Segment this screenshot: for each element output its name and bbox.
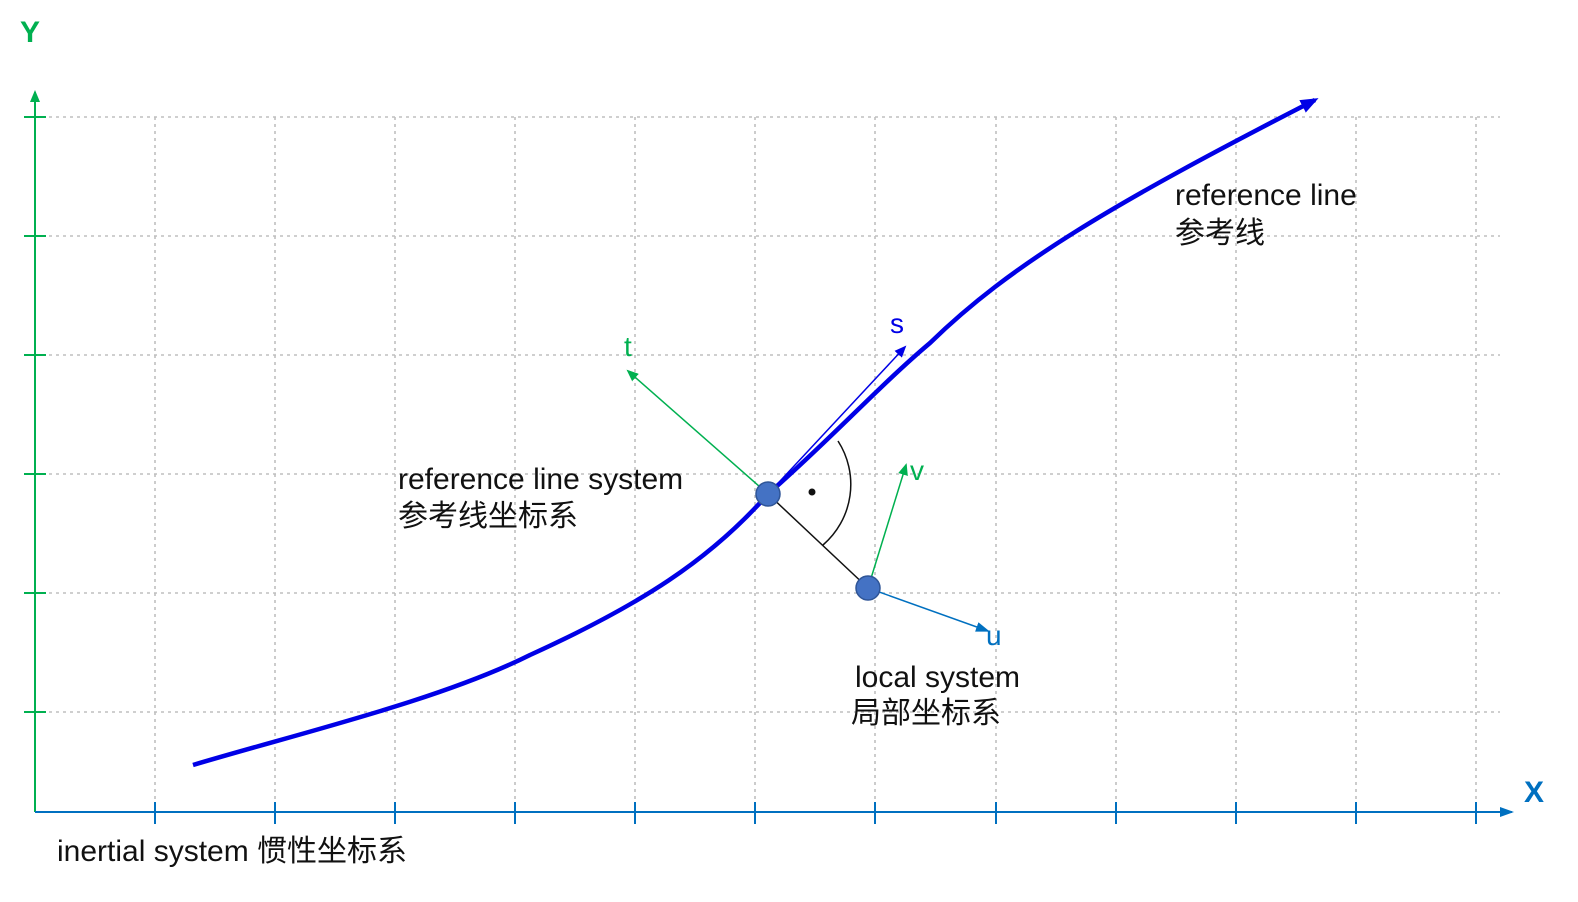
s-label: s: [890, 308, 904, 339]
reference-line-system-label-zh: 参考线坐标系: [398, 500, 578, 533]
reference-line-system-label-en: reference line system: [398, 463, 684, 496]
local-system-label-zh: 局部坐标系: [851, 697, 1001, 730]
reference-line-curve: [192, 97, 1319, 768]
v-axis-arrow: [867, 463, 908, 589]
right-angle-arc: [822, 440, 852, 546]
grid: [35, 116, 1500, 812]
right-angle-dot: [808, 488, 816, 496]
x-axis: [35, 802, 1514, 824]
s-axis-arrow: [767, 345, 907, 495]
reference-line-label-en: reference line: [1175, 179, 1357, 212]
x-axis-label: X: [1524, 776, 1544, 809]
local-point: [855, 575, 881, 601]
projection-line: [767, 493, 869, 589]
inertial-system-label: inertial system 惯性坐标系: [57, 835, 408, 868]
v-label: v: [910, 455, 924, 486]
y-axis: [24, 90, 46, 812]
t-label: t: [624, 331, 632, 362]
y-axis-label: Y: [20, 16, 40, 49]
local-system-label-en: local system: [855, 661, 1021, 694]
reference-line-label-zh: 参考线: [1175, 217, 1265, 250]
u-label: u: [986, 620, 1002, 651]
t-axis-arrow: [626, 369, 769, 495]
reference-point: [755, 481, 781, 507]
u-axis-arrow: [867, 587, 990, 632]
